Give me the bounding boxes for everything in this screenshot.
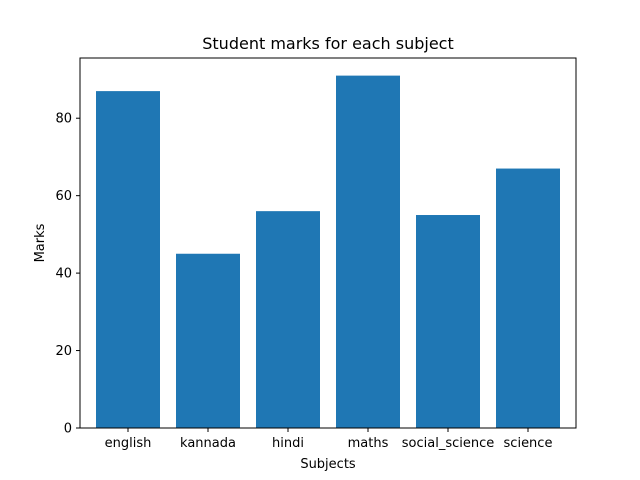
x-tick-label: maths [348, 436, 389, 451]
x-tick-label: english [105, 436, 152, 451]
y-tick-label: 20 [55, 344, 72, 359]
bar-maths [336, 75, 400, 429]
bar-english [96, 91, 160, 429]
y-axis-label: Marks [33, 223, 48, 262]
y-tick-label: 0 [64, 422, 72, 437]
bar-science [496, 168, 560, 429]
x-axis-label: Subjects [300, 457, 356, 472]
plot-frame [79, 57, 577, 429]
bar-hindi [256, 211, 320, 428]
x-axis-ticks: english kannada hindi maths social_science sc… [105, 428, 553, 451]
y-tick-label: 60 [55, 189, 72, 204]
x-tick-label: social_science [402, 436, 494, 451]
y-tick-label: 40 [55, 267, 72, 282]
x-tick-label: hindi [272, 436, 304, 451]
bars-group [96, 75, 560, 429]
y-axis-ticks: 0 20 40 60 80 [55, 112, 80, 437]
bar-kannada [176, 253, 240, 428]
x-tick-label: kannada [180, 436, 236, 451]
y-tick-label: 80 [55, 112, 72, 127]
bar-social-science [416, 215, 480, 428]
chart-title: Student marks for each subject [202, 34, 453, 53]
x-tick-label: science [504, 436, 553, 451]
